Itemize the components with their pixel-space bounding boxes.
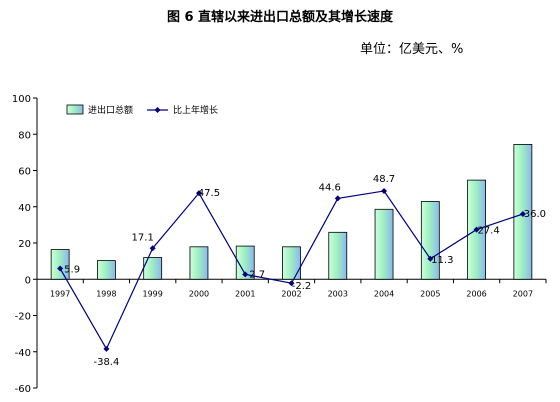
axes: 100 80 60 40 20 0 -20 -40 -60 1997 1998 1999 2000 200…	[12, 94, 547, 395]
bar	[235, 245, 255, 280]
data-label: 2.7	[249, 269, 265, 280]
line-point	[149, 245, 156, 252]
line-point	[57, 265, 64, 272]
x-tick-label: 1997	[50, 289, 70, 298]
data-label: -38.4	[93, 357, 119, 368]
bar	[189, 246, 209, 280]
line-point	[242, 271, 249, 278]
data-label: 5.9	[64, 265, 80, 276]
y-tick-label: 0	[25, 275, 31, 286]
x-tick-label: 2002	[281, 289, 301, 298]
y-tick-label: -20	[15, 312, 31, 323]
data-label: 47.5	[198, 188, 220, 199]
bar-series	[50, 143, 533, 280]
data-label: 11.3	[431, 255, 453, 266]
legend-marker	[154, 107, 161, 113]
line-point	[473, 226, 480, 233]
x-tick-label: 2006	[466, 289, 486, 298]
y-tick-label: -40	[15, 348, 31, 359]
x-tick-label: 1999	[143, 289, 163, 298]
bar	[328, 231, 348, 280]
data-label: 44.6	[319, 182, 341, 193]
line-point	[381, 187, 388, 194]
x-tick-label: 2000	[189, 289, 209, 298]
y-tick-label: 40	[18, 203, 31, 214]
legend-label-line: 比上年增长	[173, 104, 218, 116]
line-point	[288, 280, 295, 287]
y-tick-label: 60	[18, 167, 31, 178]
data-label: -2.2	[292, 281, 312, 292]
legend: 进出口总额 比上年增长	[66, 104, 218, 116]
x-tick-label: 2007	[513, 289, 533, 298]
y-tick-label: 20	[18, 239, 31, 250]
legend-label-bar: 进出口总额	[88, 104, 133, 116]
bar	[50, 249, 70, 280]
legend-swatch-bar	[66, 104, 84, 115]
y-tick-label: -60	[15, 384, 31, 395]
data-label: 36.0	[524, 209, 546, 220]
bar	[374, 208, 394, 280]
x-tick-label: 1998	[96, 289, 116, 298]
bar	[420, 201, 440, 280]
y-tick-label: 100	[12, 94, 31, 105]
line-point	[195, 190, 202, 197]
line-series	[57, 187, 526, 352]
x-tick-label: 2004	[374, 289, 394, 298]
line-point	[334, 195, 341, 202]
line-point	[103, 345, 110, 352]
x-tick-label: 2001	[235, 289, 255, 298]
bar	[97, 260, 116, 280]
figure-title: 图 6 直辖以来进出口总额及其增长速度	[166, 10, 394, 25]
x-tick-label: 2003	[328, 289, 348, 298]
data-label: 17.1	[132, 232, 154, 243]
y-tick-label: 80	[18, 130, 31, 141]
line-point	[519, 211, 526, 217]
line-point	[427, 255, 434, 262]
x-tick-label: 2005	[420, 289, 440, 298]
data-label: 27.4	[477, 226, 499, 237]
unit-label: 单位：亿美元、%	[360, 42, 464, 57]
bar	[282, 246, 301, 280]
data-labels: 5.9 -38.4 17.1 47.5 2.7 -2.2 44.6 48.7 11.3 27.4 3…	[64, 174, 546, 368]
data-label: 48.7	[373, 174, 395, 185]
